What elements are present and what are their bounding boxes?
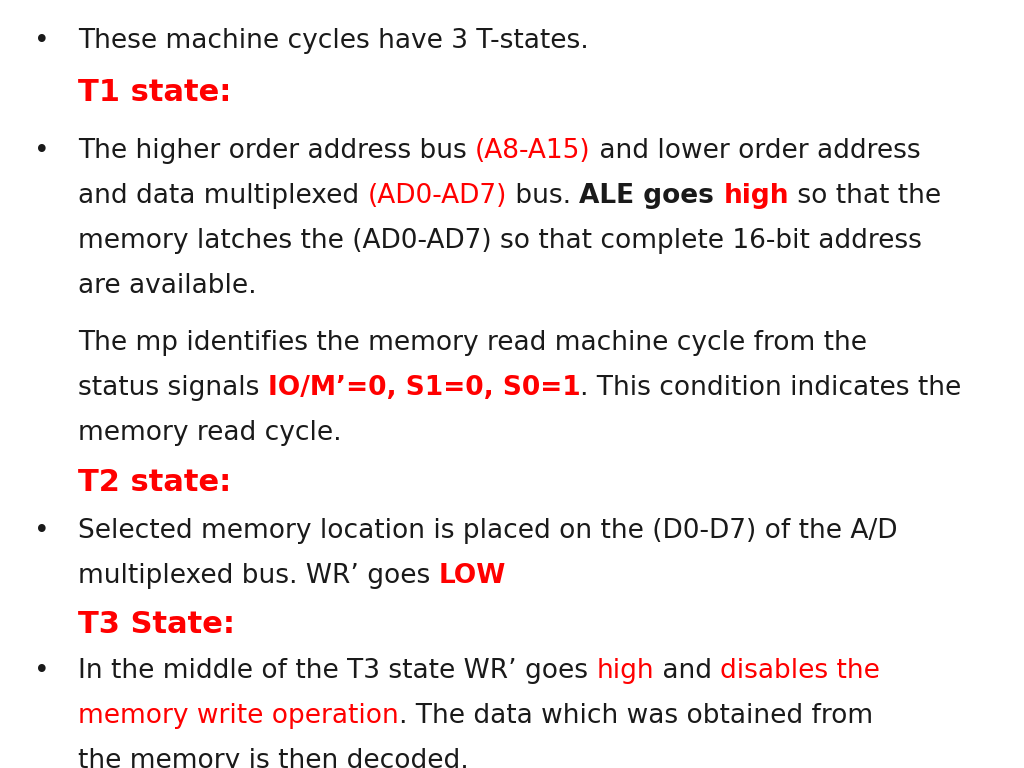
Text: •: • xyxy=(34,28,50,54)
Text: disables the: disables the xyxy=(720,658,881,684)
Text: T3 State:: T3 State: xyxy=(78,610,234,639)
Text: T1 state:: T1 state: xyxy=(78,78,231,107)
Text: and lower order address: and lower order address xyxy=(591,138,921,164)
Text: ALE goes: ALE goes xyxy=(580,183,723,209)
Text: LOW: LOW xyxy=(438,563,506,589)
Text: are available.: are available. xyxy=(78,273,257,299)
Text: memory write operation: memory write operation xyxy=(78,703,398,729)
Text: memory read cycle.: memory read cycle. xyxy=(78,420,342,446)
Text: •: • xyxy=(34,518,50,544)
Text: In the middle of the T3 state WR’ goes: In the middle of the T3 state WR’ goes xyxy=(78,658,596,684)
Text: and data multiplexed: and data multiplexed xyxy=(78,183,368,209)
Text: high: high xyxy=(596,658,654,684)
Text: and: and xyxy=(654,658,720,684)
Text: The higher order address bus: The higher order address bus xyxy=(78,138,475,164)
Text: bus.: bus. xyxy=(507,183,580,209)
Text: . The data which was obtained from: . The data which was obtained from xyxy=(398,703,872,729)
Text: IO/M’=0, S1=0, S0=1: IO/M’=0, S1=0, S0=1 xyxy=(267,375,581,401)
Text: so that the: so that the xyxy=(788,183,941,209)
Text: status signals: status signals xyxy=(78,375,267,401)
Text: T2 state:: T2 state: xyxy=(78,468,231,497)
Text: •: • xyxy=(34,138,50,164)
Text: the memory is then decoded.: the memory is then decoded. xyxy=(78,748,469,768)
Text: memory latches the (AD0-AD7) so that complete 16-bit address: memory latches the (AD0-AD7) so that com… xyxy=(78,228,922,254)
Text: The mp identifies the memory read machine cycle from the: The mp identifies the memory read machin… xyxy=(78,330,867,356)
Text: . This condition indicates the: . This condition indicates the xyxy=(581,375,962,401)
Text: These machine cycles have 3 T-states.: These machine cycles have 3 T-states. xyxy=(78,28,589,54)
Text: •: • xyxy=(34,658,50,684)
Text: (AD0-AD7): (AD0-AD7) xyxy=(368,183,507,209)
Text: multiplexed bus. WR’ goes: multiplexed bus. WR’ goes xyxy=(78,563,438,589)
Text: (A8-A15): (A8-A15) xyxy=(475,138,591,164)
Text: Selected memory location is placed on the (D0-D7) of the A/D: Selected memory location is placed on th… xyxy=(78,518,897,544)
Text: high: high xyxy=(723,183,788,209)
